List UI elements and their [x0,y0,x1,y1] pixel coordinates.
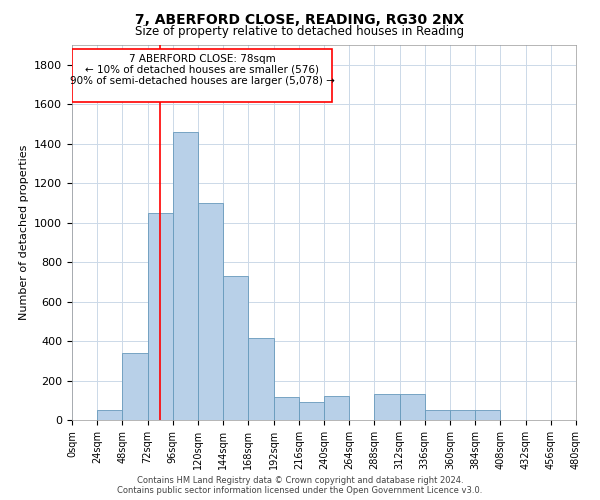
Bar [450,410,475,420]
Bar [324,396,349,420]
FancyBboxPatch shape [72,49,332,102]
Bar [425,410,450,420]
Text: ← 10% of detached houses are smaller (576): ← 10% of detached houses are smaller (57… [85,64,319,74]
Bar [173,132,198,420]
Bar [374,394,400,420]
Y-axis label: Number of detached properties: Number of detached properties [19,145,29,320]
Bar [274,398,299,420]
Bar [400,394,425,420]
Text: 90% of semi-detached houses are larger (5,078) →: 90% of semi-detached houses are larger (… [70,76,335,86]
Text: 7 ABERFORD CLOSE: 78sqm: 7 ABERFORD CLOSE: 78sqm [129,54,275,64]
Text: Contains HM Land Registry data © Crown copyright and database right 2024.: Contains HM Land Registry data © Crown c… [137,476,463,485]
Bar [148,213,173,420]
Bar [299,402,324,420]
Bar [122,353,148,420]
Bar [248,338,274,420]
Bar [223,276,248,420]
Text: Size of property relative to detached houses in Reading: Size of property relative to detached ho… [136,25,464,38]
Bar [475,410,500,420]
Bar [97,410,122,420]
Text: 7, ABERFORD CLOSE, READING, RG30 2NX: 7, ABERFORD CLOSE, READING, RG30 2NX [136,12,464,26]
Bar [198,203,223,420]
Text: Contains public sector information licensed under the Open Government Licence v3: Contains public sector information licen… [118,486,482,495]
